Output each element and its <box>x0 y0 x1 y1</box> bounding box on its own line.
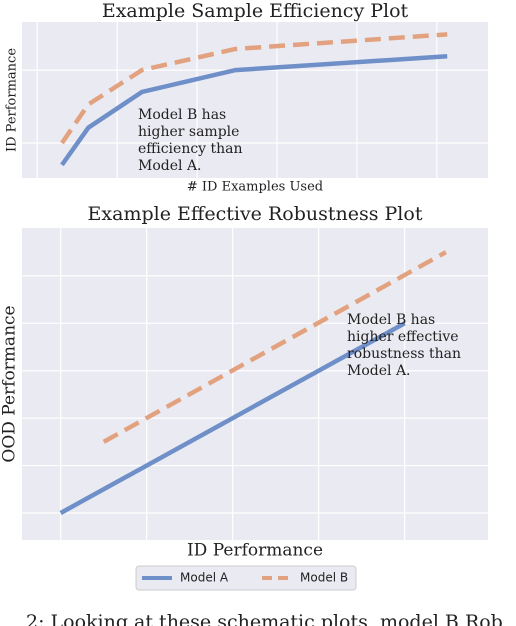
annotation: higher effective <box>347 329 459 345</box>
annotation: Model B has <box>347 312 435 328</box>
series-line <box>60 54 448 167</box>
legend-label: Model A <box>180 571 229 585</box>
chart-title: Example Sample Efficiency Plot <box>102 0 409 22</box>
series-line <box>60 32 448 145</box>
series-line <box>59 321 406 515</box>
plot-area <box>22 228 488 540</box>
x-axis-label: # ID Examples Used <box>187 180 323 195</box>
caption: 2: Looking at these schematic plots, mod… <box>26 611 503 626</box>
annotation: Model B has <box>138 107 226 123</box>
annotation: robustness than <box>347 346 461 362</box>
annotation: Model A. <box>138 158 202 174</box>
legend-label: Model B <box>300 571 348 585</box>
y-axis-label: ID Performance <box>5 48 20 152</box>
series-line <box>102 250 447 444</box>
chart-title: Example Effective Robustness Plot <box>88 203 423 225</box>
legend: Model A Model B <box>135 565 357 591</box>
legend-box <box>135 565 357 591</box>
annotation: Model A. <box>347 363 411 379</box>
annotation: efficiency than <box>138 141 243 157</box>
y-axis-label: OOD Performance <box>0 305 20 462</box>
annotation: higher sample <box>138 124 239 140</box>
x-axis-label: ID Performance <box>187 541 323 561</box>
